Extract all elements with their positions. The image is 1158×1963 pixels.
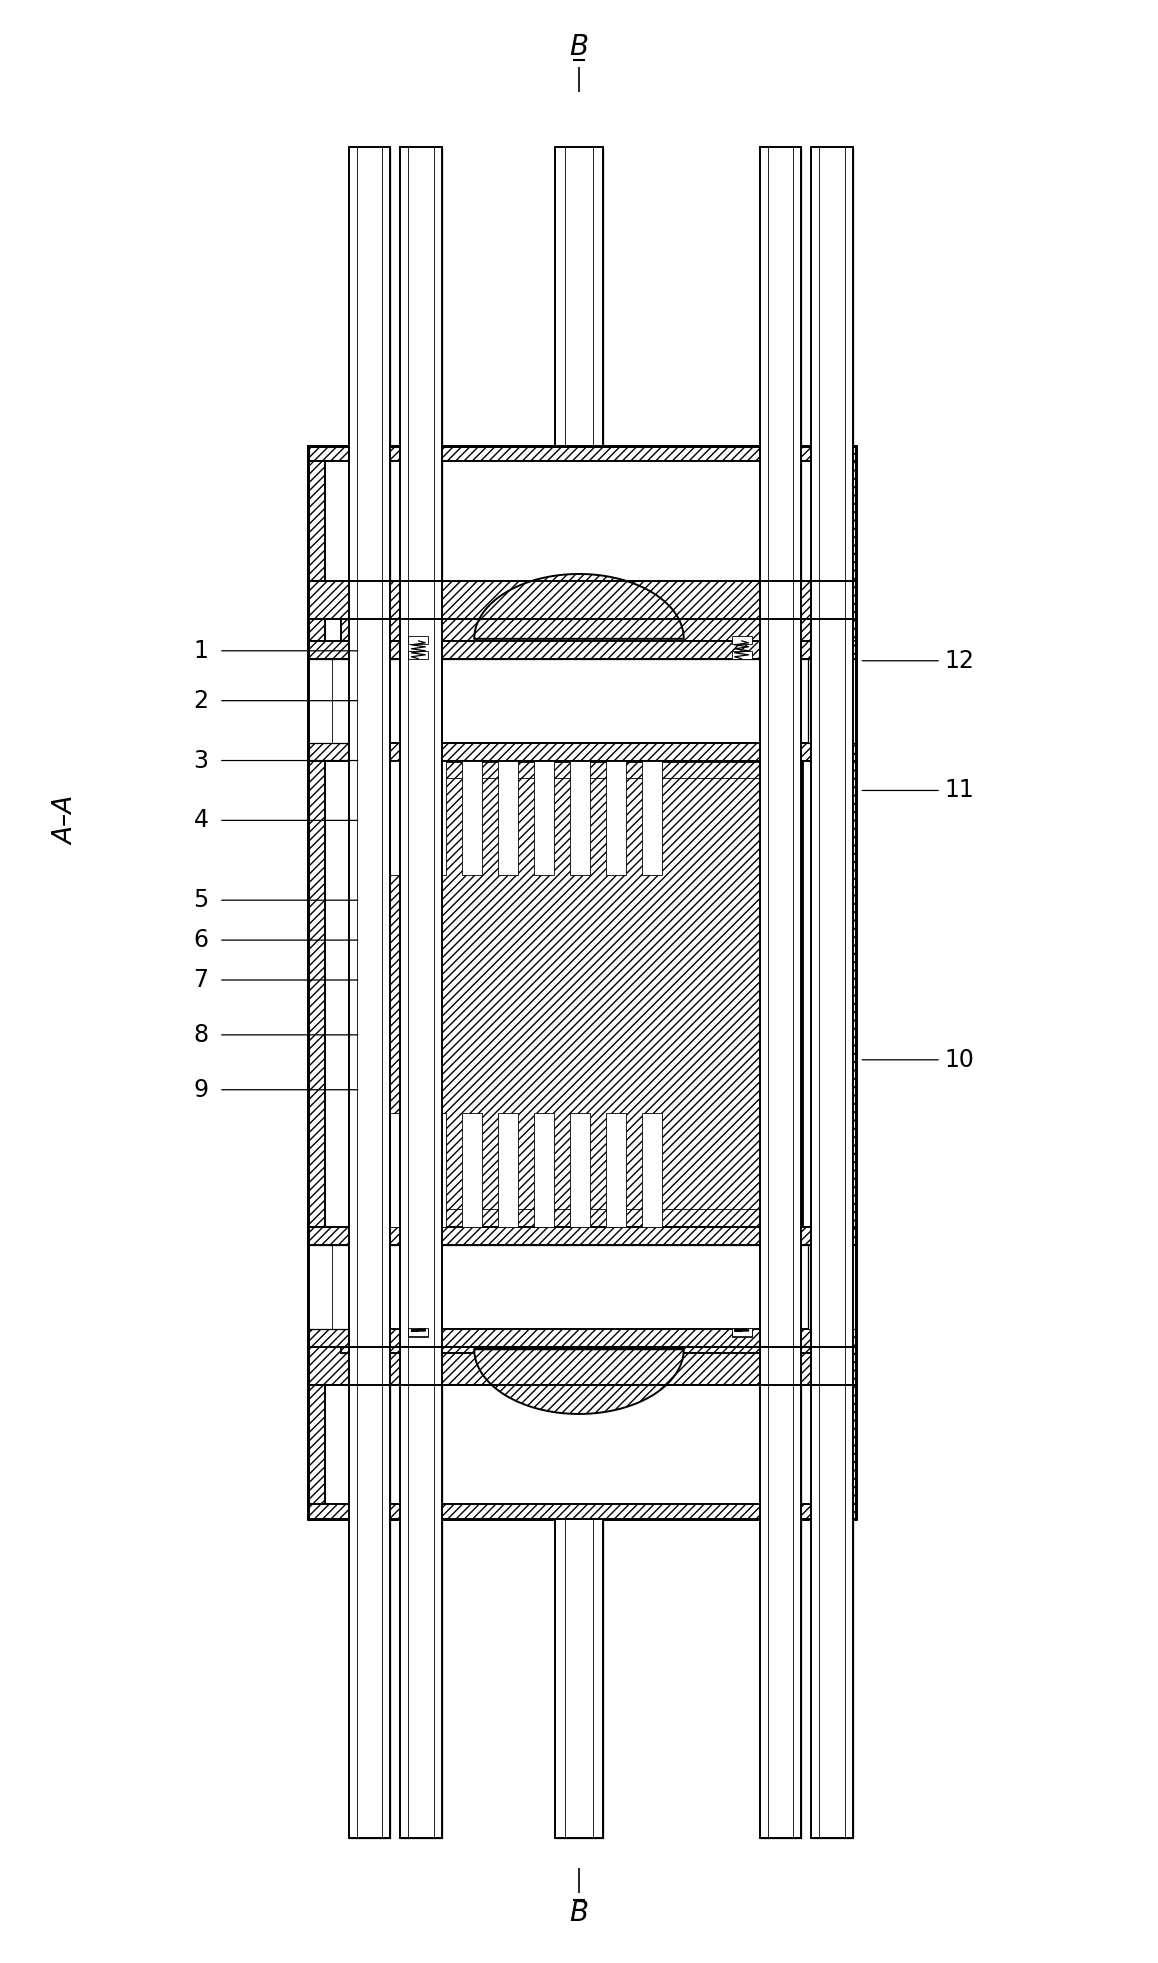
Bar <box>808 1245 856 1329</box>
Bar <box>308 742 856 760</box>
Bar <box>308 660 356 742</box>
Bar <box>812 147 853 1837</box>
Bar <box>570 760 589 875</box>
Polygon shape <box>475 1349 683 1413</box>
Text: 9: 9 <box>193 1078 208 1101</box>
Bar <box>555 147 603 446</box>
Text: 8: 8 <box>193 1023 208 1046</box>
Bar <box>308 1504 856 1519</box>
Bar <box>642 760 662 875</box>
Text: 7: 7 <box>193 968 208 991</box>
Bar <box>606 1113 625 1227</box>
Bar <box>308 1347 856 1386</box>
Text: 12: 12 <box>944 648 974 673</box>
Bar <box>308 446 324 1519</box>
Bar <box>534 760 554 875</box>
Bar <box>374 779 784 1209</box>
Bar <box>555 147 603 446</box>
Bar <box>760 147 801 1837</box>
Bar <box>812 147 853 1837</box>
Bar <box>426 1113 446 1227</box>
Text: A–A: A–A <box>53 795 79 844</box>
Bar <box>340 618 823 640</box>
Bar <box>462 760 482 875</box>
Bar <box>409 1329 428 1337</box>
Text: B: B <box>570 1898 588 1928</box>
Bar <box>349 147 390 1837</box>
Bar <box>760 147 801 1837</box>
Bar <box>732 1329 752 1337</box>
Bar <box>308 1245 856 1329</box>
Bar <box>606 760 625 875</box>
Bar <box>308 1227 856 1245</box>
Bar <box>340 1331 823 1353</box>
Bar <box>732 652 752 660</box>
Bar <box>808 660 856 742</box>
Bar <box>349 147 390 1837</box>
Bar <box>570 1113 589 1227</box>
Polygon shape <box>475 573 683 638</box>
Bar <box>555 1519 603 1837</box>
Bar <box>308 446 856 461</box>
Bar <box>534 1113 554 1227</box>
Bar <box>498 1113 518 1227</box>
Text: 6: 6 <box>193 928 208 952</box>
Bar <box>498 760 518 875</box>
Bar <box>426 760 446 875</box>
Bar <box>840 446 856 1519</box>
Bar <box>308 1329 856 1347</box>
Text: 4: 4 <box>193 809 208 832</box>
Bar <box>409 636 428 644</box>
Text: 2: 2 <box>193 689 208 713</box>
Bar <box>308 660 856 742</box>
Bar <box>732 636 752 644</box>
Text: 10: 10 <box>944 1048 974 1072</box>
Bar <box>308 640 856 660</box>
Text: 5: 5 <box>193 887 208 913</box>
Text: 3: 3 <box>193 748 208 773</box>
Bar <box>642 1113 662 1227</box>
Bar <box>401 147 442 1837</box>
Bar <box>308 446 856 1519</box>
Bar <box>308 581 856 618</box>
Text: B: B <box>570 33 588 61</box>
Bar <box>732 1329 752 1337</box>
Bar <box>462 1113 482 1227</box>
Bar <box>409 652 428 660</box>
Text: 1: 1 <box>193 638 208 663</box>
Bar <box>409 1329 428 1337</box>
Bar <box>401 147 442 1837</box>
Text: 11: 11 <box>944 779 974 803</box>
Bar <box>308 1245 356 1329</box>
Bar <box>390 1113 410 1227</box>
Bar <box>555 1519 603 1837</box>
Bar <box>390 760 410 875</box>
Bar <box>356 760 802 1227</box>
